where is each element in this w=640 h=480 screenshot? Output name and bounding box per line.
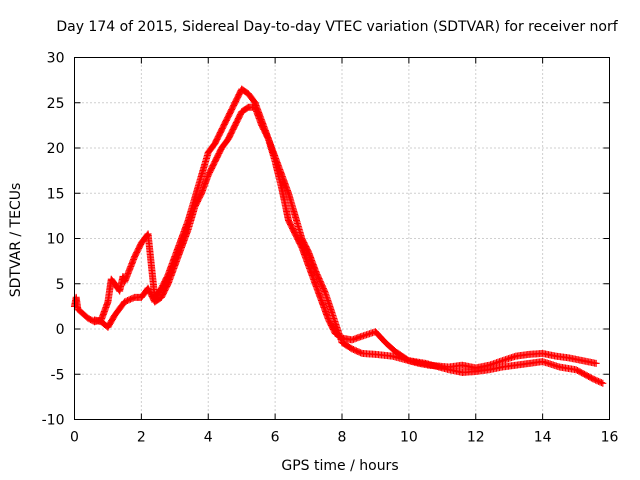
data-point <box>597 379 605 387</box>
y-tick-label: 25 <box>47 96 65 112</box>
y-tick-label: 15 <box>47 186 65 202</box>
series-2 <box>91 103 607 387</box>
x-tick-label: 2 <box>137 430 146 446</box>
axis-ticks: 0 2 4 6 8 10 12 14 16 -10 -5 0 5 10 15 20 25 30 <box>42 51 619 446</box>
x-tick-label: 10 <box>400 430 418 446</box>
data-points <box>71 85 607 387</box>
y-tick-label: -10 <box>42 413 65 429</box>
x-tick-label: 12 <box>467 430 485 446</box>
data-point <box>592 359 600 367</box>
x-axis-title: GPS time / hours <box>281 458 398 474</box>
x-tick-label: 0 <box>70 430 79 446</box>
x-tick-label: 4 <box>204 430 213 446</box>
data-point <box>599 379 607 387</box>
y-tick-label: 0 <box>56 322 65 338</box>
y-tick-label: 5 <box>56 277 65 293</box>
y-tick-label: 20 <box>47 141 65 157</box>
x-tick-label: 16 <box>601 430 619 446</box>
y-axis-title: SDTVAR / TECUs <box>8 183 24 298</box>
x-tick-label: 8 <box>338 430 347 446</box>
x-tick-label: 6 <box>271 430 280 446</box>
y-tick-label: 10 <box>47 232 65 248</box>
grid-lines <box>74 57 610 420</box>
x-tick-label: 14 <box>534 430 552 446</box>
chart-title: Day 174 of 2015, Sidereal Day-to-day VTE… <box>56 19 618 35</box>
y-tick-label: -5 <box>51 367 65 383</box>
y-tick-label: 30 <box>47 51 65 67</box>
